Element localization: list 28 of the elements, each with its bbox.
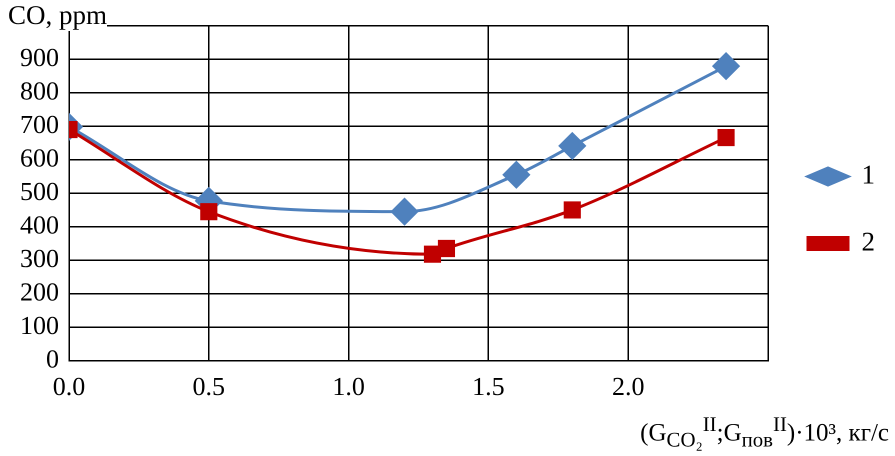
y-tick-label: 500 — [20, 177, 59, 206]
x-tick-label: 1.0 — [332, 372, 365, 402]
x-tick-label: 1.5 — [472, 372, 505, 402]
x-tick-label: 0.5 — [192, 372, 226, 402]
y-tick-label: 900 — [20, 42, 59, 72]
y-tick-label: 800 — [20, 76, 59, 106]
point — [712, 52, 740, 80]
point — [502, 161, 530, 188]
point — [424, 246, 442, 263]
x-tick-label: 0.0 — [52, 372, 86, 402]
x-tick-label: 2.0 — [612, 372, 644, 402]
y-tick-label: 200 — [20, 278, 59, 307]
y-axis-title: CO, ppm — [8, 0, 108, 31]
point — [564, 201, 581, 219]
legend-label: 2 — [862, 226, 875, 257]
x-axis-title: (G$_{CO₂}$$^{II}$;G$_{пов}$$^{II}$)·10³, кг/с — [640, 412, 889, 452]
y-tick-label: 300 — [20, 244, 59, 274]
point — [200, 203, 218, 220]
point — [558, 132, 586, 160]
y-tick-label: 600 — [20, 144, 59, 173]
y-tick-label: 700 — [20, 110, 59, 139]
point — [438, 240, 456, 258]
y-tick-label: 0 — [46, 344, 59, 374]
point — [391, 198, 418, 226]
y-tick-label: 100 — [20, 311, 59, 340]
point — [717, 128, 735, 146]
legend-label: 1 — [862, 160, 875, 190]
y-tick-label: 400 — [20, 210, 59, 240]
